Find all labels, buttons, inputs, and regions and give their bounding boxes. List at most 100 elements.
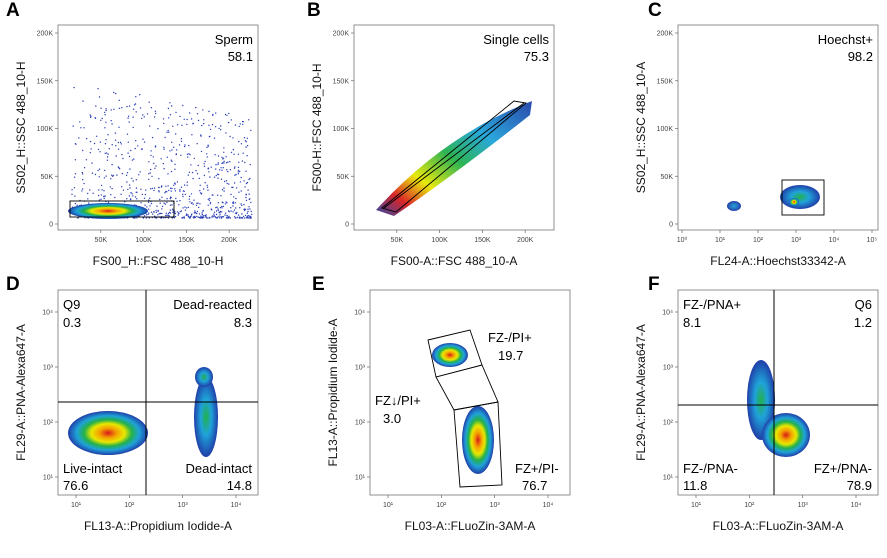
- x-tick-label: 10²: [436, 502, 447, 509]
- data-point: [139, 94, 141, 96]
- data-point: [167, 107, 170, 110]
- data-point: [217, 208, 219, 210]
- data-point: [218, 215, 220, 218]
- data-point: [196, 113, 199, 115]
- data-point: [117, 141, 120, 144]
- data-point: [146, 206, 148, 208]
- data-point: [238, 191, 240, 193]
- x-tick-label: 10¹: [691, 502, 702, 509]
- x-tick-label: 10¹: [71, 502, 82, 509]
- data-point: [176, 181, 179, 183]
- data-point: [166, 131, 168, 133]
- data-point: [143, 197, 146, 199]
- data-point: [149, 172, 151, 174]
- quadrant-value: 0.3: [63, 315, 81, 330]
- data-point: [197, 164, 199, 167]
- x-tick-label: 50K: [391, 237, 404, 244]
- data-point: [235, 207, 237, 209]
- quadrant-value: 76.6: [63, 478, 88, 493]
- data-point: [103, 177, 106, 179]
- data-point: [235, 217, 237, 219]
- y-tick-label: 10³: [43, 365, 54, 372]
- x-tick-label: 10³: [791, 237, 802, 244]
- data-point: [167, 212, 170, 215]
- data-point: [171, 141, 173, 143]
- data-point: [97, 194, 100, 197]
- data-point: [122, 157, 124, 160]
- data-point: [227, 161, 229, 163]
- data-point: [126, 133, 129, 135]
- data-point: [246, 145, 249, 147]
- data-point: [230, 210, 232, 212]
- data-point: [106, 159, 109, 161]
- data-point: [132, 108, 135, 110]
- data-point: [212, 194, 214, 196]
- data-point: [223, 147, 225, 149]
- data-point: [188, 198, 190, 200]
- x-axis-label: FS00_H::FSC 488_10-H: [93, 254, 224, 268]
- x-tick-label: 50K: [95, 237, 108, 244]
- data-point: [249, 217, 251, 219]
- data-point: [215, 168, 217, 170]
- data-point: [241, 160, 244, 162]
- data-point: [189, 216, 191, 219]
- data-point: [164, 203, 166, 205]
- data-point: [118, 167, 120, 169]
- data-point: [184, 193, 186, 196]
- y-axis-label: FL29-A::PNA-Alexa647-A: [14, 324, 28, 461]
- data-point: [227, 121, 230, 124]
- x-tick-label: 10³: [798, 502, 809, 509]
- data-point: [77, 217, 79, 219]
- data-point: [186, 214, 188, 216]
- data-point: [132, 195, 134, 197]
- y-tick-label: 100K: [333, 126, 350, 133]
- data-point: [140, 202, 142, 204]
- x-tick-label: 10⁴: [851, 502, 862, 509]
- density-pi-neg: [462, 406, 494, 474]
- data-point: [151, 136, 154, 139]
- data-point: [222, 162, 224, 164]
- data-point: [128, 105, 131, 107]
- data-point: [168, 211, 171, 214]
- data-point: [221, 207, 223, 209]
- x-tick-label: 200K: [517, 237, 534, 244]
- data-point: [150, 202, 153, 205]
- data-point: [213, 137, 216, 139]
- data-point: [169, 212, 172, 214]
- data-point: [146, 113, 149, 115]
- data-point: [169, 204, 172, 206]
- data-point: [225, 132, 227, 134]
- quadrant-value: 8.3: [234, 315, 252, 330]
- data-point: [198, 177, 200, 180]
- data-point: [110, 120, 112, 122]
- data-point: [141, 117, 143, 120]
- data-point: [142, 114, 144, 116]
- data-point: [192, 177, 194, 180]
- data-point: [171, 204, 173, 206]
- data-point: [129, 187, 131, 189]
- data-point: [183, 118, 185, 121]
- data-point: [135, 187, 138, 189]
- data-point: [149, 197, 151, 199]
- data-point: [243, 137, 246, 139]
- data-point: [235, 197, 237, 200]
- data-point: [121, 186, 123, 188]
- data-point: [229, 135, 231, 138]
- data-point: [189, 201, 191, 203]
- data-point: [186, 123, 188, 126]
- data-point: [78, 137, 80, 139]
- data-point: [120, 143, 123, 145]
- data-point: [147, 201, 150, 203]
- data-point: [245, 170, 247, 172]
- data-point: [244, 214, 247, 217]
- data-point: [72, 125, 74, 127]
- data-point: [160, 158, 162, 160]
- data-point: [165, 185, 167, 187]
- y-tick-label: 150K: [657, 78, 674, 85]
- data-point: [207, 145, 209, 148]
- data-point: [171, 149, 173, 151]
- data-point: [115, 155, 117, 157]
- data-point: [101, 117, 103, 120]
